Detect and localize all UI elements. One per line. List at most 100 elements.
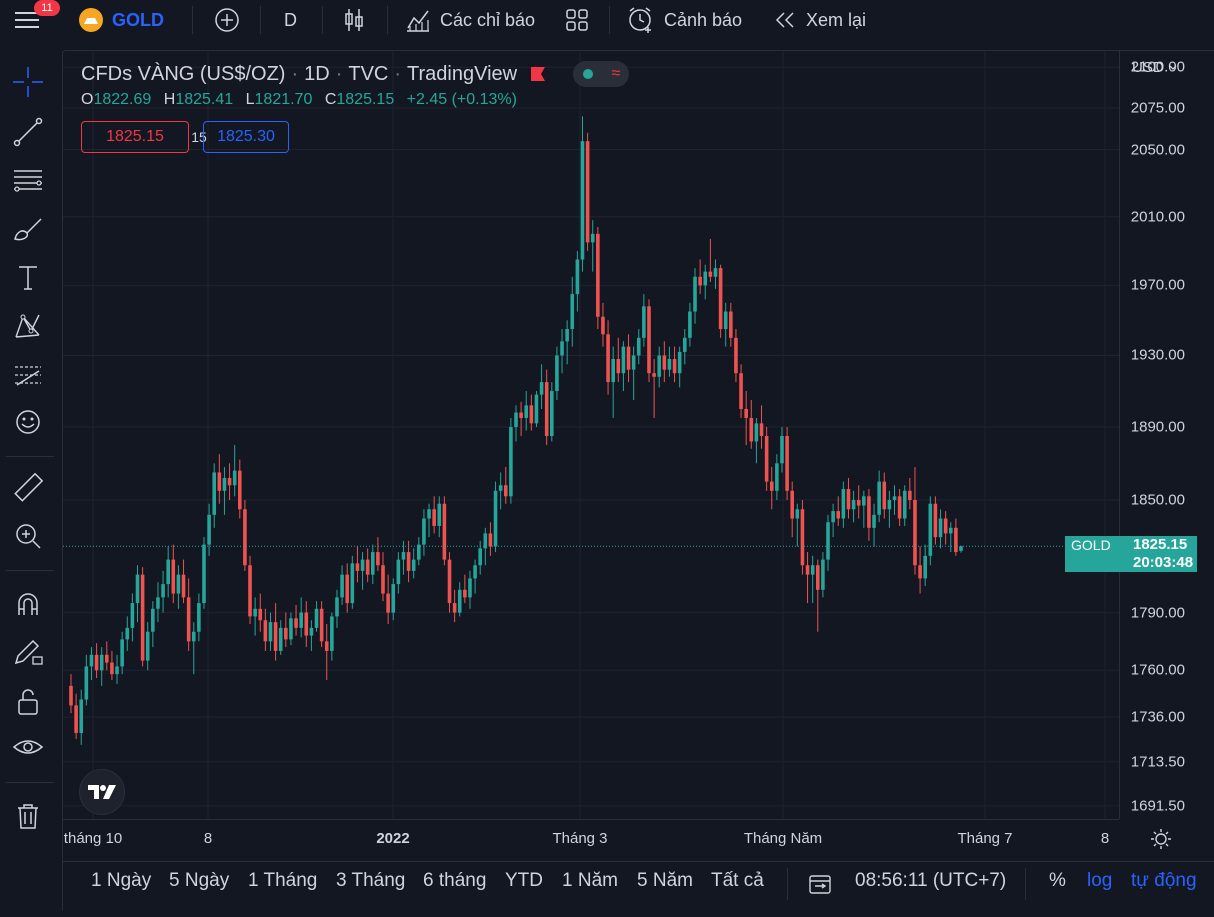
candle	[463, 574, 467, 604]
forecast-tool[interactable]	[8, 356, 48, 396]
time-axis[interactable]: tháng 10 8 2022 Tháng 3 Tháng Năm Tháng 7 8	[63, 819, 1119, 855]
hide-drawings-tool[interactable]	[8, 728, 48, 768]
percent-scale-toggle[interactable]: %	[1049, 870, 1066, 891]
range-button[interactable]: 1 Ngày	[91, 870, 152, 891]
time-tick-label: Tháng 3	[552, 830, 608, 847]
symbol-search-button[interactable]: GOLD	[78, 0, 164, 40]
candle	[181, 559, 186, 604]
range-button[interactable]: 3 Tháng	[336, 870, 406, 891]
auto-scale-toggle[interactable]: tự động	[1131, 870, 1197, 891]
candle	[759, 405, 764, 449]
log-scale-toggle[interactable]: log	[1087, 870, 1113, 891]
buy-button[interactable]: 1825.30	[203, 121, 289, 153]
brush-tool[interactable]	[8, 210, 48, 250]
candle	[601, 302, 605, 347]
alerts-button[interactable]: Cảnh báo	[626, 0, 742, 40]
layouts-button[interactable]	[564, 0, 590, 40]
candle	[585, 132, 590, 251]
measure-tool[interactable]	[8, 468, 48, 508]
candle-body	[544, 382, 549, 437]
candle-body	[145, 631, 150, 661]
candle	[207, 503, 211, 556]
lock-drawing-tool[interactable]	[8, 632, 48, 672]
candle	[877, 470, 881, 523]
range-button[interactable]: 1 Năm	[562, 870, 618, 891]
replay-button[interactable]: Xem lại	[772, 0, 866, 40]
price-chart[interactable]	[63, 51, 1119, 819]
lock-all-tool[interactable]	[8, 682, 48, 722]
fib-lines-icon	[14, 170, 42, 192]
currency-selector[interactable]: USD	[1132, 59, 1178, 76]
chart-panel[interactable]: CFDs VÀNG (US$/OZ) · 1D · TVC · TradingV…	[62, 50, 1214, 910]
candle	[330, 612, 334, 661]
candle-body	[181, 574, 186, 598]
fib-tool[interactable]	[8, 160, 48, 200]
trend-line-tool[interactable]	[8, 112, 48, 152]
candle-body	[191, 631, 196, 642]
plus-circle-icon	[215, 8, 239, 32]
candle-body	[330, 616, 334, 651]
range-button[interactable]: 1 Tháng	[248, 870, 318, 891]
candle-body	[217, 472, 222, 491]
candle-body	[324, 641, 329, 651]
market-status[interactable]: ≈	[573, 61, 630, 87]
indicators-button[interactable]: Các chỉ báo	[404, 0, 535, 40]
date-range-button[interactable]	[807, 872, 833, 901]
candle-body	[943, 518, 948, 534]
candle-body	[723, 311, 728, 330]
symbol-name: GOLD	[112, 9, 164, 30]
candle	[268, 612, 273, 651]
candle-body	[647, 306, 651, 374]
price-axis[interactable]: USD 2100.00 2075.00 2050.00 2010.00 1970.00 1…	[1119, 51, 1214, 819]
candle	[294, 604, 298, 636]
candle-body	[69, 685, 73, 706]
tradingview-logo[interactable]	[79, 769, 125, 815]
chart-type-button[interactable]	[341, 0, 367, 40]
candle	[631, 346, 636, 400]
candle	[810, 555, 815, 604]
menu-button[interactable]	[12, 0, 42, 40]
candle	[99, 647, 104, 686]
compare-button[interactable]	[213, 0, 241, 40]
candle	[365, 548, 370, 583]
candle-body	[759, 423, 764, 437]
last-symbol-label: GOLD	[1071, 537, 1111, 554]
range-button[interactable]: YTD	[505, 870, 543, 891]
chart-settings-button[interactable]	[1143, 825, 1179, 853]
candle	[672, 346, 677, 383]
candle	[232, 445, 237, 497]
candle-body	[110, 662, 114, 675]
timezone-clock[interactable]: 08:56:11 (UTC+7)	[855, 870, 1007, 891]
pattern-tool[interactable]	[8, 306, 48, 346]
range-button[interactable]: Tất cả	[711, 870, 764, 891]
candle-body	[841, 488, 846, 519]
candle-body	[698, 276, 702, 286]
text-tool[interactable]	[8, 258, 48, 298]
zoom-tool[interactable]	[8, 516, 48, 556]
candle-body	[585, 141, 590, 243]
sell-button[interactable]: 1825.15	[81, 121, 189, 153]
candle-body	[473, 565, 477, 579]
interval-button[interactable]: D	[284, 9, 297, 30]
range-button[interactable]: 5 Năm	[637, 870, 693, 891]
indicators-label: Các chỉ báo	[440, 9, 536, 30]
candle-body	[672, 359, 677, 374]
candle-body	[94, 654, 99, 671]
candle	[222, 466, 227, 515]
remove-drawings-tool[interactable]	[8, 796, 48, 836]
candle-body	[294, 618, 298, 628]
icon-tool[interactable]	[8, 402, 48, 442]
candle-body	[519, 412, 523, 418]
flag-icon[interactable]	[529, 65, 547, 83]
crosshair-tool[interactable]	[8, 62, 48, 102]
candle-body	[826, 522, 830, 560]
candle	[596, 226, 600, 330]
candle-body	[120, 639, 124, 667]
magnet-tool[interactable]	[8, 584, 48, 624]
candle	[729, 302, 733, 347]
range-button[interactable]: 5 Ngày	[169, 870, 230, 891]
price-tick-label: 1890.00	[1130, 418, 1185, 436]
candle-body	[340, 574, 344, 598]
range-button[interactable]: 6 tháng	[423, 870, 487, 891]
candle-body	[227, 477, 232, 486]
